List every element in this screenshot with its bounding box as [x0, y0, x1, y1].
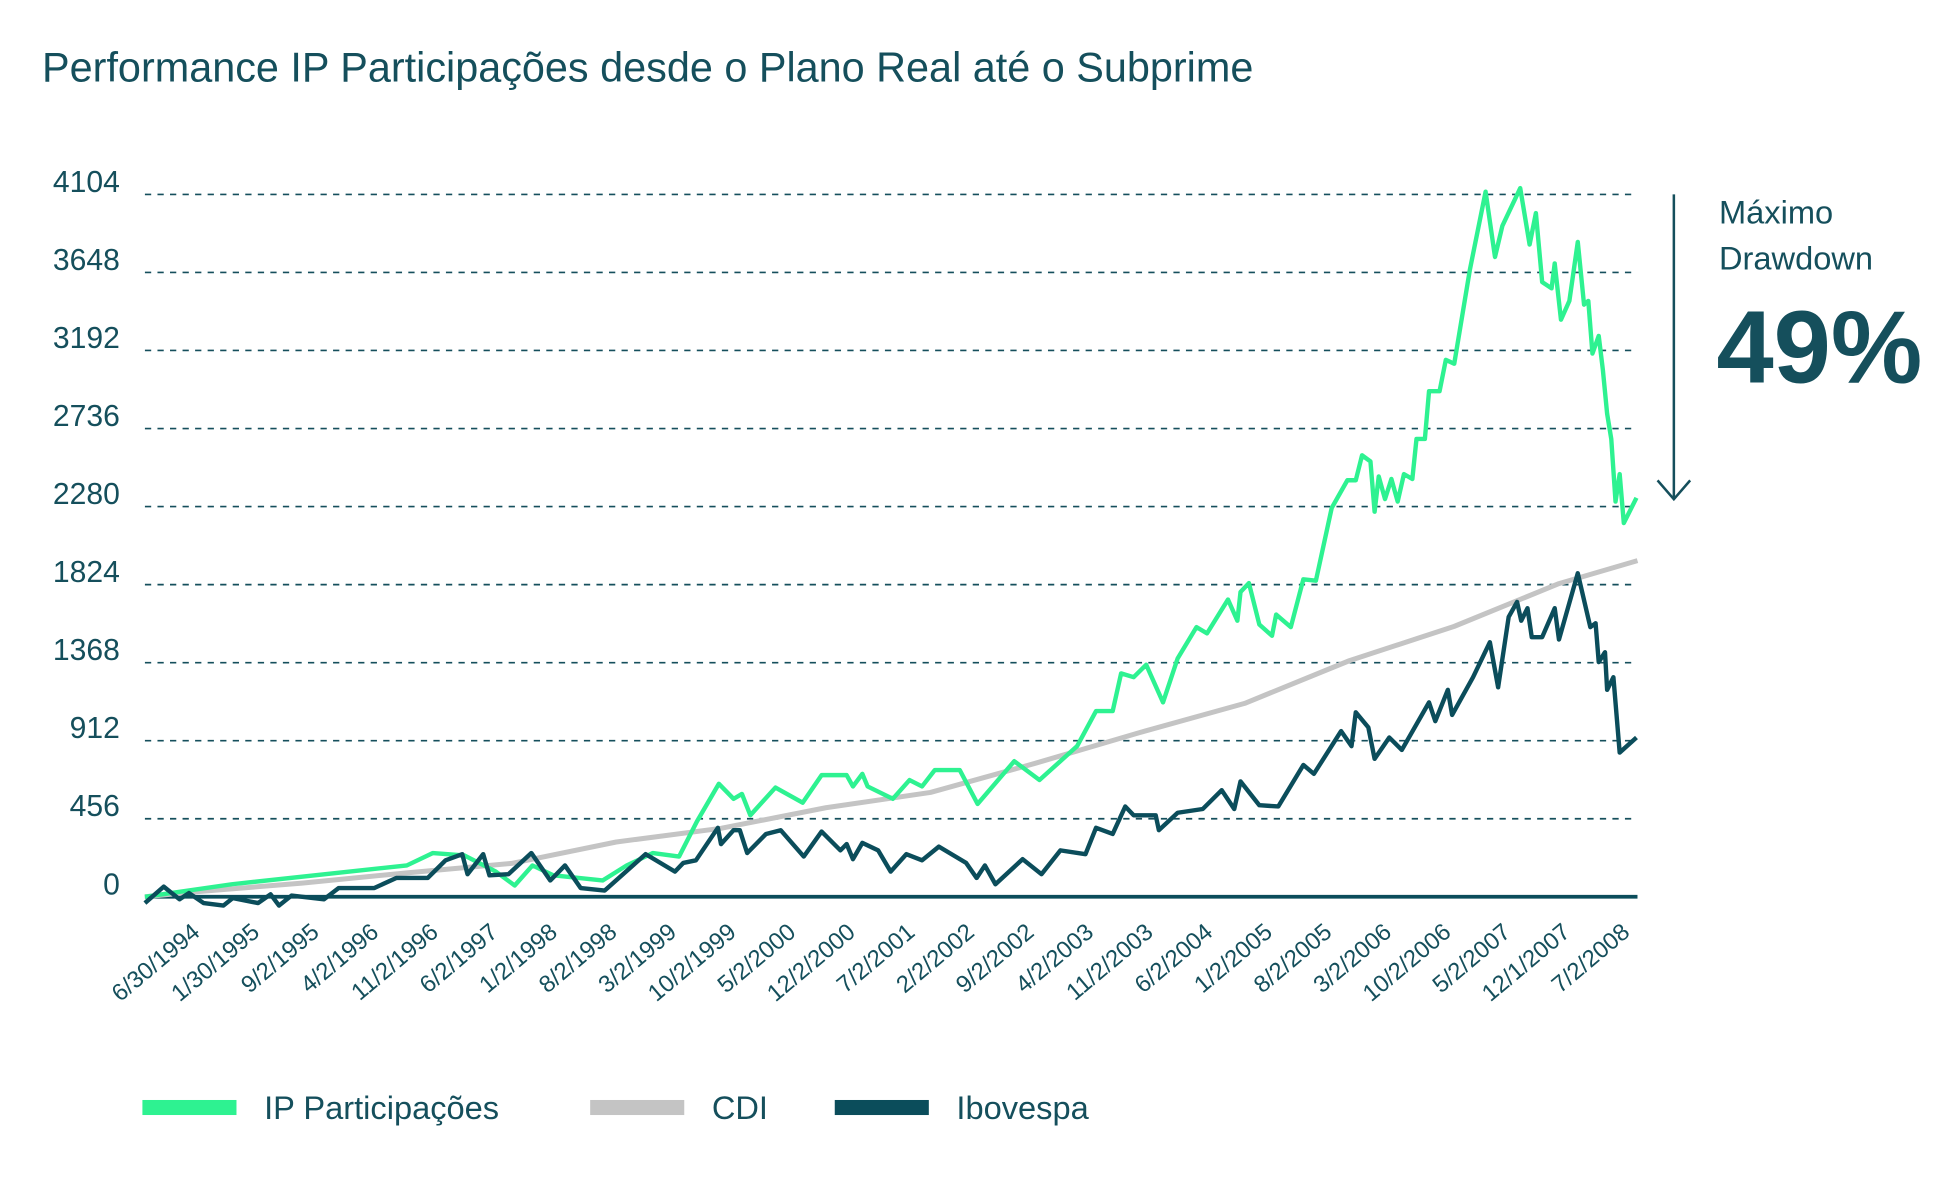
y-axis-ticks: 4104 3648 3192 2736 2280 1824 1368 912 456 0	[53, 166, 120, 901]
legend-swatch-ip	[142, 1099, 237, 1116]
legend: IP Participações CDI Ibovespa	[142, 1089, 1090, 1126]
drawdown-annotation: Máximo Drawdown 49%	[1656, 193, 1923, 502]
annotation-line1: Máximo	[1719, 193, 1833, 230]
arrow-down-icon	[1656, 479, 1692, 502]
series-line-cdi	[144, 558, 1639, 900]
chart-title: Performance IP Participações desde o Pla…	[42, 45, 1253, 91]
y-tick-label: 2280	[53, 478, 120, 511]
series-lines	[143, 185, 1639, 908]
y-tick-label: 912	[70, 712, 120, 745]
y-tick-label: 3192	[53, 322, 120, 355]
y-tick-label: 2736	[53, 400, 120, 433]
y-tick-label: 4104	[53, 166, 120, 199]
legend-swatch-ibovespa	[834, 1099, 929, 1116]
legend-label-ibovespa: Ibovespa	[956, 1089, 1089, 1126]
annotation-line2: Drawdown	[1719, 240, 1873, 277]
y-tick-label: 456	[70, 790, 120, 823]
y-tick-label: 3648	[53, 244, 120, 277]
legend-swatch-cdi	[590, 1099, 685, 1116]
legend-label-ip: IP Participações	[264, 1089, 499, 1126]
legend-label-cdi: CDI	[712, 1089, 768, 1126]
y-tick-label: 1368	[53, 634, 120, 667]
y-tick-label: 1824	[53, 556, 120, 589]
annotation-value: 49%	[1717, 290, 1923, 405]
x-axis-ticks: 6/30/19941/30/19959/2/19954/2/199611/2/1…	[107, 918, 1635, 1007]
y-tick-label: 0	[103, 868, 120, 901]
series-line-ip-participacoes	[144, 185, 1639, 899]
series-line-ibovespa	[143, 570, 1638, 908]
